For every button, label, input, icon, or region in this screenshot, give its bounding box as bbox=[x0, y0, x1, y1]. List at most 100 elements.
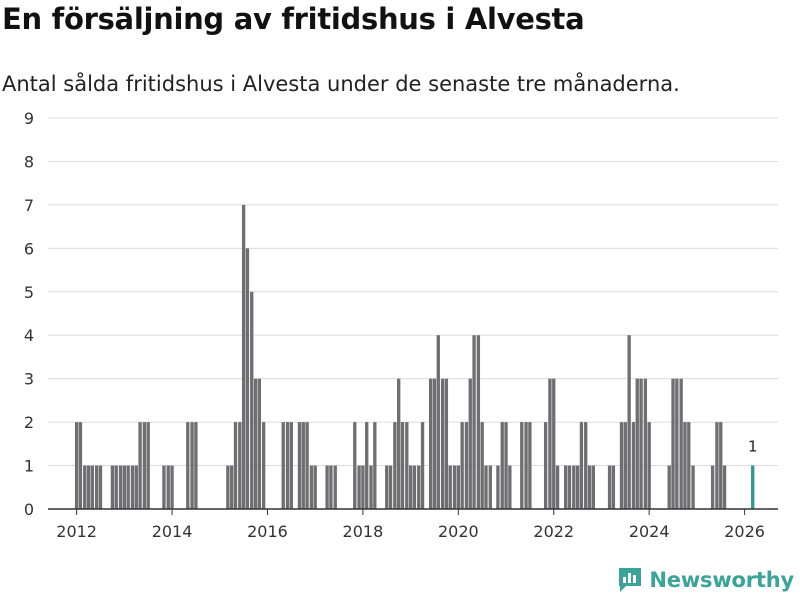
bar bbox=[460, 422, 464, 509]
bar bbox=[623, 422, 627, 509]
bar bbox=[78, 422, 83, 509]
bar bbox=[528, 422, 532, 509]
bar bbox=[552, 378, 556, 509]
bar bbox=[118, 465, 123, 509]
bar bbox=[166, 465, 170, 509]
chart-title: En försäljning av fritidshus i Alvesta bbox=[2, 2, 585, 36]
bar bbox=[333, 465, 337, 509]
bar bbox=[444, 378, 449, 509]
data-label: 1 bbox=[748, 438, 758, 456]
bar bbox=[110, 465, 115, 509]
bar-highlight bbox=[751, 465, 755, 509]
bar bbox=[86, 465, 91, 509]
bar bbox=[635, 378, 639, 509]
bar bbox=[301, 422, 305, 509]
bar bbox=[373, 422, 377, 509]
bar bbox=[647, 422, 651, 509]
bar bbox=[417, 465, 421, 509]
x-tick-label: 2012 bbox=[56, 522, 97, 541]
bar bbox=[667, 465, 671, 509]
bar bbox=[385, 465, 389, 509]
bar bbox=[190, 422, 194, 509]
bar bbox=[619, 422, 624, 509]
bar bbox=[250, 291, 254, 509]
bar bbox=[253, 378, 258, 509]
bar bbox=[257, 378, 262, 509]
bar bbox=[194, 422, 198, 509]
bar bbox=[134, 465, 138, 509]
bar bbox=[508, 465, 512, 509]
bar bbox=[500, 422, 504, 509]
bar bbox=[138, 422, 142, 509]
bar bbox=[480, 422, 484, 509]
bar bbox=[715, 422, 719, 509]
bar bbox=[313, 465, 317, 509]
y-tick-label: 8 bbox=[24, 152, 34, 171]
bar bbox=[297, 422, 302, 509]
x-tick-label: 2024 bbox=[629, 522, 670, 541]
bar bbox=[671, 378, 675, 509]
bar bbox=[496, 465, 500, 509]
bar bbox=[412, 465, 417, 509]
bar bbox=[567, 465, 572, 509]
bar bbox=[719, 422, 723, 509]
bar bbox=[683, 422, 687, 509]
bar bbox=[524, 422, 528, 509]
bar bbox=[261, 422, 266, 509]
bar bbox=[631, 422, 636, 509]
bar bbox=[305, 422, 309, 509]
bar bbox=[226, 465, 230, 509]
bar bbox=[543, 422, 548, 509]
bar bbox=[329, 465, 333, 509]
bar bbox=[400, 422, 405, 509]
bar bbox=[611, 465, 616, 509]
x-tick-label: 2020 bbox=[438, 522, 479, 541]
bar bbox=[309, 465, 314, 509]
bar bbox=[488, 465, 492, 509]
bar bbox=[74, 422, 79, 509]
bar bbox=[393, 422, 397, 509]
bar bbox=[186, 422, 190, 509]
x-tick-label: 2026 bbox=[724, 522, 765, 541]
bar bbox=[230, 465, 234, 509]
bar bbox=[572, 465, 576, 509]
bar bbox=[405, 422, 409, 509]
bar bbox=[126, 465, 130, 509]
bar bbox=[564, 465, 568, 509]
bar bbox=[408, 465, 413, 509]
chart-subtitle: Antal sålda fritidshus i Alvesta under d… bbox=[2, 72, 680, 96]
bar bbox=[94, 465, 99, 509]
bar-chart: 0 1 2 3 4 5 6 7 8 9 1 2012 2014 2016 2018 2020 2022 2024 2… bbox=[24, 109, 778, 541]
bar bbox=[440, 378, 445, 509]
bar bbox=[710, 465, 715, 509]
bar bbox=[591, 465, 596, 509]
bar bbox=[452, 465, 457, 509]
bar bbox=[579, 422, 584, 509]
bar bbox=[448, 465, 452, 509]
y-tick-label: 1 bbox=[24, 457, 34, 476]
y-tick-label: 3 bbox=[24, 370, 34, 389]
bar bbox=[504, 422, 508, 509]
bar bbox=[520, 422, 524, 509]
bar bbox=[365, 422, 369, 509]
bar bbox=[679, 378, 683, 509]
y-tick-label: 0 bbox=[24, 500, 34, 519]
bar bbox=[428, 378, 433, 509]
x-tick-label: 2016 bbox=[247, 522, 288, 541]
bar bbox=[289, 422, 294, 509]
x-tick-label: 2014 bbox=[152, 522, 193, 541]
bar bbox=[675, 378, 679, 509]
bar bbox=[245, 248, 250, 510]
bar bbox=[238, 422, 242, 509]
bar bbox=[484, 465, 488, 509]
bar bbox=[369, 465, 373, 509]
bar bbox=[687, 422, 691, 509]
bar bbox=[456, 465, 460, 509]
bar bbox=[643, 378, 648, 509]
newsworthy-logo: Newsworthy bbox=[617, 566, 794, 594]
newsworthy-logo-icon bbox=[619, 568, 642, 592]
bar bbox=[548, 378, 552, 509]
bar bbox=[436, 335, 440, 509]
bar bbox=[357, 465, 361, 509]
bar bbox=[361, 465, 365, 509]
